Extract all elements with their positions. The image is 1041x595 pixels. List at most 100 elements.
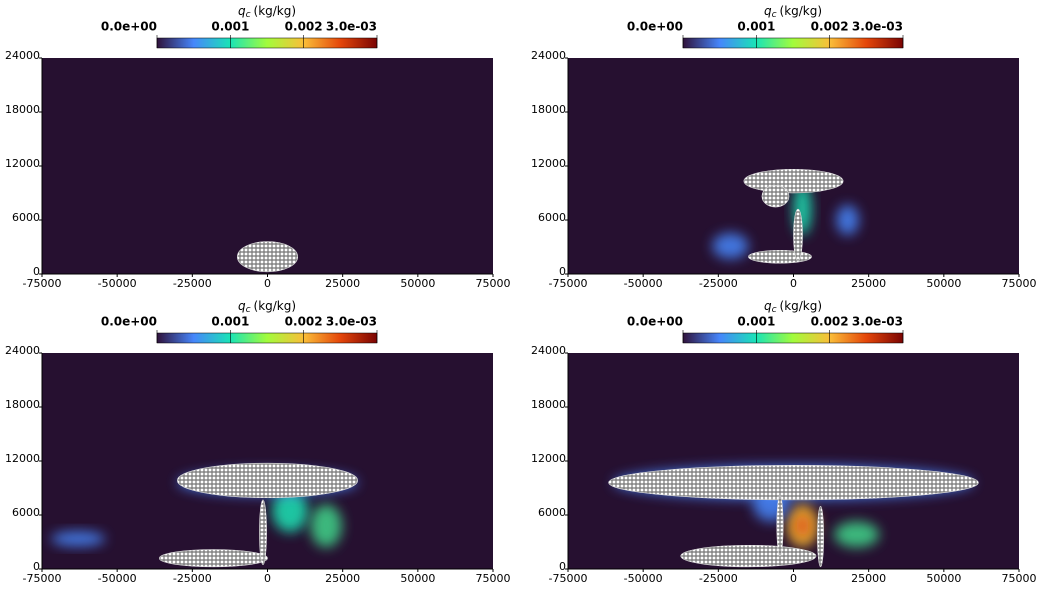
- y-tick-label: 12000: [5, 157, 40, 170]
- condensate-blob: [272, 489, 309, 533]
- x-tick-label: 50000: [400, 572, 435, 585]
- label-unit: (kg/kg): [780, 4, 823, 18]
- colorbar-tick-label: 0.001: [737, 20, 775, 34]
- colorbar: [682, 37, 904, 49]
- plot-background: [42, 58, 493, 274]
- cloud-field: [712, 168, 859, 264]
- cloud-field: [608, 465, 979, 568]
- y-tick-label: 18000: [531, 103, 566, 116]
- condensate-blob: [795, 515, 810, 537]
- x-tick-label: -25000: [173, 277, 212, 290]
- colorbar-tick-label: 0.001: [737, 315, 775, 329]
- label-unit: (kg/kg): [254, 4, 297, 18]
- condensate-blob: [310, 504, 342, 548]
- plot-background: [42, 353, 493, 569]
- y-tick-label: 6000: [538, 506, 566, 519]
- x-tick-label: -75000: [23, 572, 62, 585]
- particle-cloud: [761, 185, 790, 208]
- y-tick-label: 24000: [5, 344, 40, 357]
- x-tick-label: -25000: [699, 277, 738, 290]
- label-symbol: q: [238, 299, 246, 313]
- colorbar-label: qc (kg/kg): [238, 4, 296, 20]
- y-tick-label: 12000: [5, 452, 40, 465]
- colorbar-tick-label: 0.002: [285, 20, 323, 34]
- colorbar-tick-label: 3.0e-03: [852, 20, 903, 34]
- panel: -75000 -50000 -25000 0 25000 50000 75000 0 6000 1…: [5, 299, 511, 586]
- label-subscript: c: [246, 305, 251, 315]
- particle-cloud: [177, 462, 358, 499]
- y-tick-label: 0: [33, 560, 40, 573]
- condensate-blob: [51, 531, 106, 547]
- x-tick-label: 0: [790, 277, 797, 290]
- x-tick-label: 25000: [851, 277, 886, 290]
- particle-cloud: [236, 241, 299, 273]
- label-unit: (kg/kg): [254, 299, 297, 313]
- label-subscript: c: [772, 305, 777, 315]
- label-symbol: q: [764, 299, 772, 313]
- particle-cloud: [817, 506, 825, 568]
- label-subscript: c: [772, 10, 777, 20]
- colorbar-label: qc (kg/kg): [238, 299, 296, 315]
- x-tick-label: 50000: [926, 572, 961, 585]
- colorbar-label: qc (kg/kg): [764, 299, 822, 315]
- x-tick-label: -50000: [624, 277, 663, 290]
- x-tick-label: 25000: [325, 572, 360, 585]
- colorbar: [156, 37, 378, 49]
- y-tick-label: 18000: [531, 398, 566, 411]
- y-tick-label: 18000: [5, 103, 40, 116]
- x-tick-label: 25000: [325, 277, 360, 290]
- label-symbol: q: [764, 4, 772, 18]
- particle-cloud: [748, 249, 812, 264]
- colorbar-tick-label: 0.001: [211, 20, 249, 34]
- colorbar-tick-label: 0.0e+00: [101, 20, 157, 34]
- colorbar-tick-label: 3.0e-03: [326, 315, 377, 329]
- condensate-blob: [712, 232, 749, 259]
- particle-cloud: [158, 549, 268, 568]
- label-unit: (kg/kg): [780, 299, 823, 313]
- x-tick-label: 0: [790, 572, 797, 585]
- y-tick-label: 0: [559, 265, 566, 278]
- x-tick-label: 75000: [1002, 277, 1037, 290]
- panel: -75000 -50000 -25000 0 25000 50000 75000 0 6000 1…: [531, 4, 1037, 291]
- panel: -75000 -50000 -25000 0 25000 50000 75000 0 6000 1…: [5, 4, 511, 291]
- particle-cloud: [680, 544, 817, 568]
- colorbar: [156, 332, 378, 344]
- colorbar: [682, 332, 904, 344]
- particle-cloud: [743, 168, 844, 194]
- x-tick-label: -50000: [98, 277, 137, 290]
- particle-cloud: [608, 465, 979, 501]
- x-tick-label: -75000: [549, 572, 588, 585]
- x-tick-label: 25000: [851, 572, 886, 585]
- y-tick-label: 12000: [531, 157, 566, 170]
- x-tick-label: 75000: [476, 572, 511, 585]
- colorbar-tick-label: 0.0e+00: [101, 315, 157, 329]
- particle-cloud: [793, 208, 803, 262]
- x-tick-label: -25000: [699, 572, 738, 585]
- y-tick-label: 6000: [538, 211, 566, 224]
- panel: -75000 -50000 -25000 0 25000 50000 75000 0 6000 1…: [531, 299, 1037, 586]
- label-symbol: q: [238, 4, 246, 18]
- condensate-blob: [836, 204, 859, 236]
- x-tick-label: -25000: [173, 572, 212, 585]
- y-tick-label: 18000: [5, 398, 40, 411]
- colorbar-tick-label: 3.0e-03: [326, 20, 377, 34]
- y-tick-label: 24000: [531, 344, 566, 357]
- x-tick-label: 0: [264, 277, 271, 290]
- colorbar-tick-label: 0.001: [211, 315, 249, 329]
- colorbar-tick-label: 0.0e+00: [627, 20, 683, 34]
- x-tick-label: 0: [264, 572, 271, 585]
- y-tick-label: 0: [559, 560, 566, 573]
- label-subscript: c: [246, 10, 251, 20]
- cloud-field: [51, 462, 358, 568]
- x-tick-label: 50000: [400, 277, 435, 290]
- y-tick-label: 0: [33, 265, 40, 278]
- x-tick-label: -50000: [624, 572, 663, 585]
- x-tick-label: 50000: [926, 277, 961, 290]
- colorbar-tick-label: 0.002: [811, 20, 849, 34]
- colorbar-tick-label: 0.002: [285, 315, 323, 329]
- y-tick-label: 12000: [531, 452, 566, 465]
- y-tick-label: 24000: [5, 49, 40, 62]
- x-tick-label: -75000: [549, 277, 588, 290]
- x-tick-label: 75000: [1002, 572, 1037, 585]
